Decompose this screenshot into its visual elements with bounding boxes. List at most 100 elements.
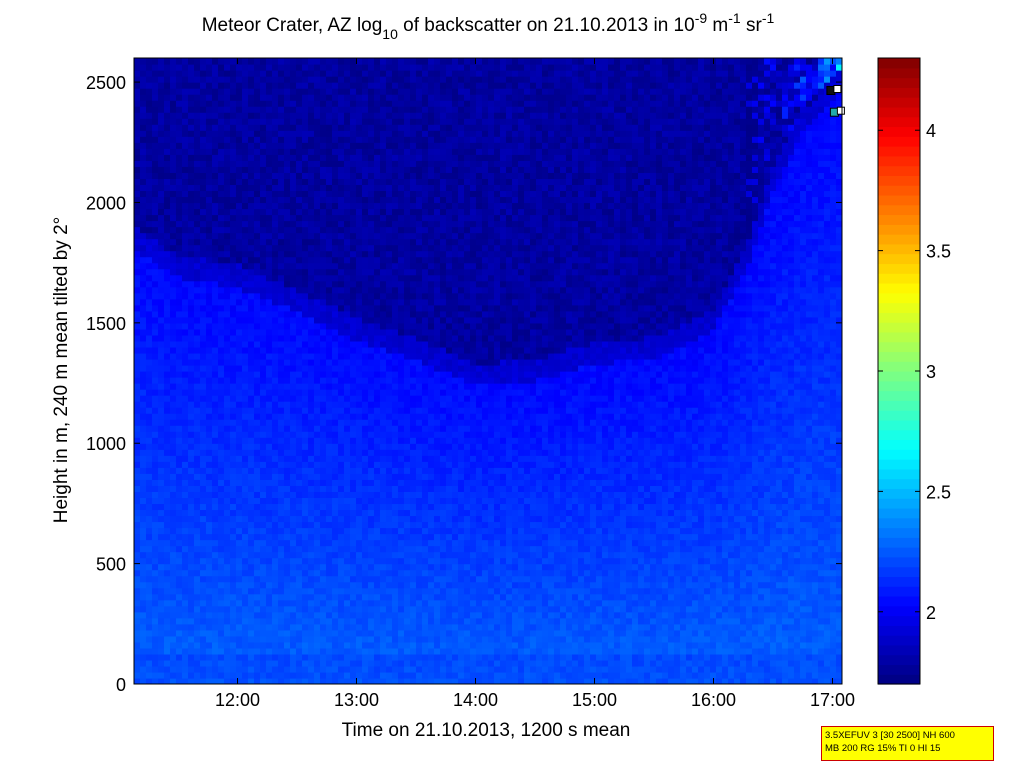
heatmap-cell	[236, 581, 243, 589]
heatmap-cell	[254, 563, 261, 571]
heatmap-cell	[158, 455, 165, 462]
heatmap-cell	[140, 304, 147, 312]
heatmap-cell	[176, 286, 183, 294]
heatmap-cell	[308, 587, 315, 595]
heatmap-cell	[194, 629, 201, 637]
heatmap-cell	[188, 310, 195, 318]
heatmap-cell	[224, 389, 231, 396]
heatmap-cell	[140, 383, 147, 390]
heatmap-cell	[344, 551, 351, 559]
heatmap-cell	[266, 250, 273, 258]
heatmap-cell	[140, 322, 147, 330]
heatmap-cell	[260, 443, 267, 450]
heatmap-cell	[158, 503, 165, 511]
heatmap-cell	[218, 587, 225, 595]
heatmap-cell	[194, 605, 201, 613]
heatmap-cell	[278, 413, 285, 420]
heatmap-cell	[344, 575, 351, 583]
heatmap-cell	[356, 100, 363, 107]
heatmap-cell	[158, 280, 165, 288]
heatmap-cell	[266, 461, 273, 468]
heatmap-cell	[314, 455, 321, 462]
heatmap-cell	[200, 94, 207, 101]
heatmap-cell	[296, 557, 303, 565]
heatmap-cell	[170, 581, 177, 589]
heatmap-cell	[284, 178, 291, 185]
heatmap-cell	[398, 262, 405, 270]
heatmap-cell	[320, 172, 327, 179]
heatmap-cell	[170, 605, 177, 613]
heatmap-cell	[218, 220, 225, 228]
heatmap-cell	[182, 479, 189, 486]
heatmap-cell	[278, 322, 285, 330]
heatmap-cell	[356, 208, 363, 216]
heatmap-cell	[302, 527, 309, 535]
heatmap-cell	[404, 148, 411, 155]
heatmap-cell	[338, 298, 345, 306]
heatmap-cell	[170, 274, 177, 282]
heatmap-cell	[242, 286, 249, 294]
heatmap-cell	[398, 497, 405, 505]
heatmap-cell	[404, 551, 411, 559]
heatmap-cell	[164, 497, 171, 505]
heatmap-cell	[374, 503, 381, 511]
heatmap-cell	[278, 383, 285, 390]
heatmap-cell	[290, 172, 297, 179]
heatmap-cell	[242, 124, 249, 131]
heatmap-cell	[188, 166, 195, 173]
heatmap-cell	[338, 413, 345, 420]
heatmap-cell	[410, 178, 417, 185]
heatmap-cell	[224, 431, 231, 438]
heatmap-cell	[248, 593, 255, 601]
heatmap-cell	[158, 563, 165, 571]
heatmap-cell	[410, 377, 417, 384]
heatmap-cell	[206, 298, 213, 306]
heatmap-cell	[236, 575, 243, 583]
heatmap-cell	[326, 268, 333, 276]
heatmap-cell	[266, 142, 273, 149]
heatmap-cell	[380, 407, 387, 414]
heatmap-cell	[404, 659, 411, 667]
heatmap-cell	[362, 461, 369, 468]
heatmap-cell	[308, 100, 315, 107]
heatmap-cell	[206, 497, 213, 505]
heatmap-cell	[236, 244, 243, 252]
heatmap-cell	[248, 461, 255, 468]
heatmap-cell	[290, 659, 297, 667]
heatmap-cell	[278, 172, 285, 179]
heatmap-cell	[416, 208, 423, 216]
heatmap-cell	[368, 413, 375, 420]
heatmap-cell	[332, 64, 339, 71]
heatmap-cell	[404, 497, 411, 505]
heatmap-cell	[254, 455, 261, 462]
heatmap-cell	[182, 196, 189, 204]
heatmap-cell	[410, 214, 417, 222]
heatmap-cell	[332, 232, 339, 240]
heatmap-cell	[218, 118, 225, 125]
heatmap-cell	[302, 136, 309, 143]
heatmap-cell	[212, 557, 219, 565]
heatmap-cell	[146, 106, 153, 113]
heatmap-cell	[170, 545, 177, 553]
heatmap-cell	[284, 214, 291, 222]
heatmap-cell	[278, 485, 285, 492]
heatmap-cell	[134, 635, 141, 643]
heatmap-cell	[308, 274, 315, 282]
heatmap-cell	[242, 377, 249, 384]
heatmap-cell	[314, 413, 321, 420]
heatmap-cell	[164, 443, 171, 450]
heatmap-cell	[386, 593, 393, 601]
heatmap-cell	[398, 316, 405, 324]
heatmap-cell	[230, 274, 237, 282]
heatmap-cell	[302, 587, 309, 595]
heatmap-cell	[152, 124, 159, 131]
heatmap-cell	[236, 256, 243, 264]
heatmap-cell	[320, 485, 327, 492]
heatmap-cell	[182, 178, 189, 185]
heatmap-cell	[374, 106, 381, 113]
heatmap-cell	[134, 256, 141, 264]
heatmap-cell	[200, 358, 207, 366]
heatmap-cell	[188, 154, 195, 161]
heatmap-cell	[344, 184, 351, 192]
heatmap-cell	[176, 214, 183, 222]
